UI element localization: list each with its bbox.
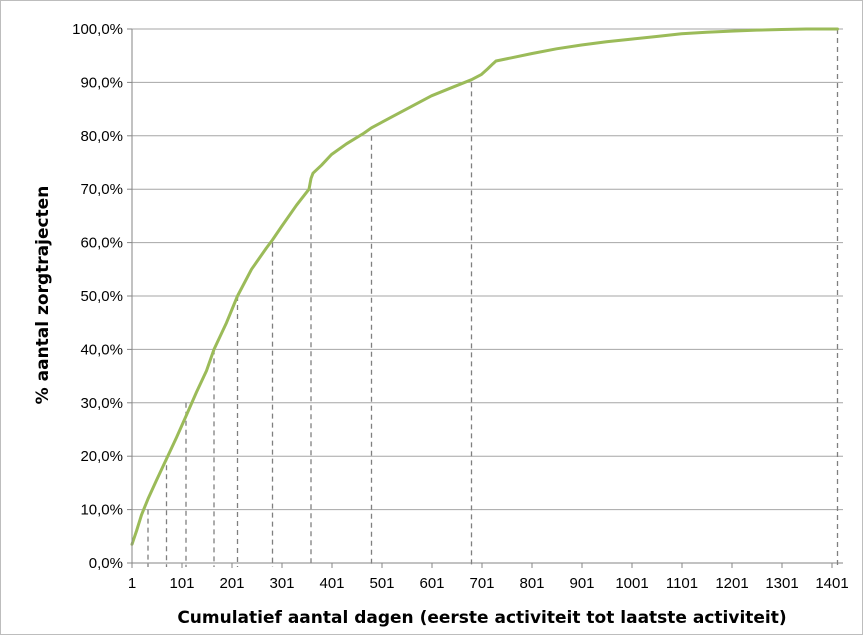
x-tick-label-6: 601 bbox=[419, 575, 444, 592]
x-tick-label-9: 901 bbox=[569, 575, 594, 592]
grid-layer bbox=[132, 28, 843, 511]
x-tick-label-14: 1401 bbox=[815, 575, 848, 592]
x-tick-label-2: 201 bbox=[219, 575, 244, 592]
y-tick-label-0: 0,0% bbox=[89, 555, 123, 572]
x-tick-label-7: 701 bbox=[469, 575, 494, 592]
x-tick-label-8: 801 bbox=[519, 575, 544, 592]
y-tick-label-5: 50,0% bbox=[80, 288, 123, 305]
x-tick-label-13: 1301 bbox=[765, 575, 798, 592]
x-tick-label-3: 301 bbox=[269, 575, 294, 592]
series-line-0 bbox=[130, 27, 839, 546]
x-axis-title: Cumulatief aantal dagen (eerste activite… bbox=[177, 608, 786, 628]
y-tick-label-6: 60,0% bbox=[80, 235, 123, 252]
y-tick-label-3: 30,0% bbox=[80, 395, 123, 412]
y-tick-label-1: 10,0% bbox=[80, 502, 123, 519]
y-tick-label-4: 40,0% bbox=[80, 341, 123, 358]
x-tick-label-4: 401 bbox=[319, 575, 344, 592]
x-tick-label-1: 101 bbox=[169, 575, 194, 592]
y-axis-title: % aantal zorgtrajecten bbox=[33, 186, 53, 405]
x-tick-label-10: 1001 bbox=[615, 575, 648, 592]
y-tick-label-2: 20,0% bbox=[80, 448, 123, 465]
y-tick-label-10: 100,0% bbox=[72, 21, 123, 38]
x-tick-label-11: 1101 bbox=[666, 575, 698, 592]
reference-lines bbox=[147, 29, 839, 567]
series-layer bbox=[130, 27, 839, 546]
x-tick-label-12: 1201 bbox=[715, 575, 748, 592]
y-tick-label-7: 70,0% bbox=[80, 181, 123, 198]
x-tick-label-0: 1 bbox=[128, 575, 136, 592]
y-tick-label-9: 90,0% bbox=[80, 74, 123, 91]
x-tick-label-5: 501 bbox=[369, 575, 394, 592]
axis-layer bbox=[127, 28, 843, 568]
tick-labels: 0,0% 10,0% 20,0% 30,0% 40,0% 50,0% 60,0% 70,0% 8… bbox=[72, 21, 849, 592]
y-tick-label-8: 80,0% bbox=[80, 128, 123, 145]
